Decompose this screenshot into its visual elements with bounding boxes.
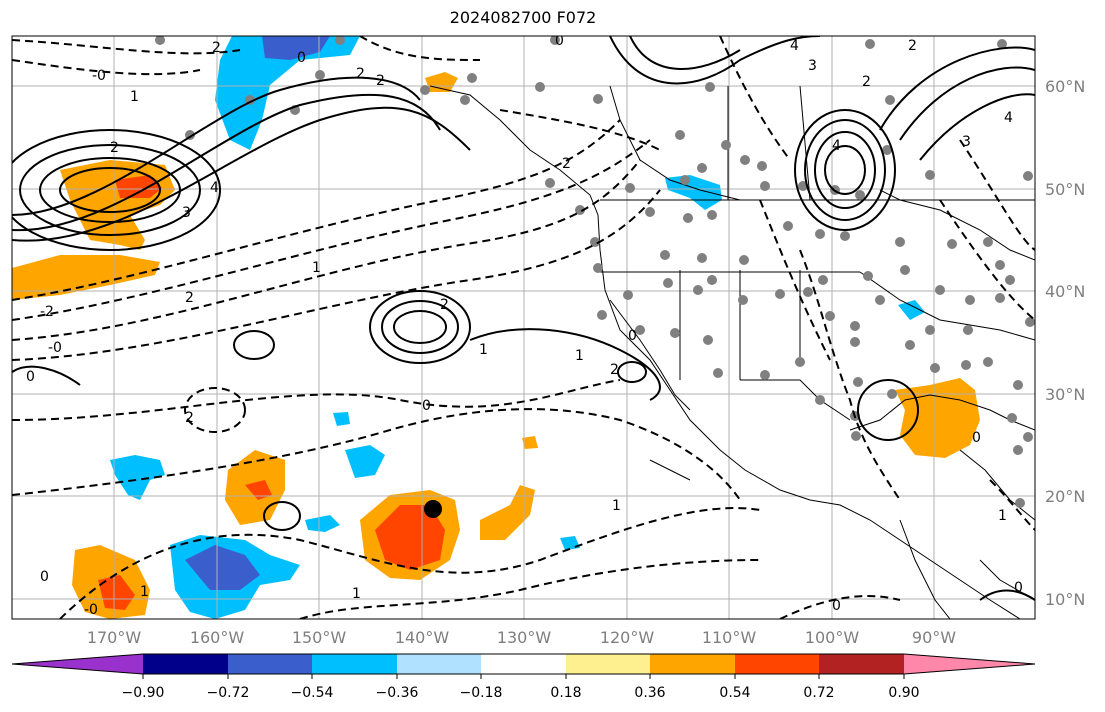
colorbar-segment-6 <box>566 654 650 674</box>
svg-text:1: 1 <box>479 342 488 358</box>
svg-text:2: 2 <box>185 410 194 426</box>
colorbar-tick-label: 0.36 <box>634 685 665 701</box>
svg-text:0: 0 <box>972 430 981 446</box>
svg-text:0: 0 <box>832 598 841 614</box>
colorbar-tick-label: −0.90 <box>122 685 165 701</box>
colorbar-segment-4 <box>397 654 481 674</box>
svg-text:3: 3 <box>808 58 817 74</box>
svg-text:1: 1 <box>140 584 149 600</box>
svg-text:110°W: 110°W <box>702 628 757 647</box>
svg-text:120°W: 120°W <box>600 628 655 647</box>
colorbar-segment-10 <box>904 654 1035 674</box>
map-plot-area: -0 2 0 2 2 1 2 4 3 4 0 2 2 1 -2 -0 0 2 2… <box>12 33 1035 619</box>
svg-text:90°W: 90°W <box>912 628 956 647</box>
colorbar-tick-label: 0.90 <box>888 685 919 701</box>
svg-text:130°W: 130°W <box>497 628 552 647</box>
latitude-labels: 60°N 50°N 40°N 30°N 20°N 10°N <box>1045 77 1085 609</box>
colorbar: −0.90 −0.72 −0.54 −0.36 −0.18 0.18 0.36 … <box>11 653 1036 701</box>
svg-text:1: 1 <box>575 348 584 364</box>
svg-text:4: 4 <box>832 138 841 154</box>
negative-contours <box>12 36 1035 619</box>
svg-text:0: 0 <box>422 398 431 414</box>
colorbar-tick-label: 0.72 <box>803 685 834 701</box>
svg-text:0: 0 <box>40 569 49 585</box>
svg-text:1: 1 <box>998 508 1007 524</box>
colorbar-segment-0 <box>12 654 143 674</box>
svg-text:4: 4 <box>210 180 219 196</box>
svg-text:0: 0 <box>26 369 35 385</box>
svg-text:2: 2 <box>562 156 571 172</box>
svg-text:50°N: 50°N <box>1045 180 1085 199</box>
svg-text:40°N: 40°N <box>1045 282 1085 301</box>
svg-text:-0: -0 <box>48 340 62 356</box>
svg-text:150°W: 150°W <box>292 628 347 647</box>
svg-text:1: 1 <box>612 498 621 514</box>
colorbar-segment-2 <box>228 654 312 674</box>
svg-text:1: 1 <box>352 586 361 602</box>
colorbar-tick-label: −0.18 <box>460 685 503 701</box>
svg-text:10°N: 10°N <box>1045 590 1085 609</box>
positive-contours <box>12 36 1035 601</box>
svg-text:1: 1 <box>130 89 139 105</box>
svg-text:2: 2 <box>212 40 221 56</box>
coastlines <box>429 85 1035 619</box>
map-border <box>11 35 1036 620</box>
colorbar-tick-label: −0.54 <box>291 685 334 701</box>
colorbar-tick-label: 0.54 <box>719 685 750 701</box>
svg-text:100°W: 100°W <box>805 628 860 647</box>
colorbar-segment-8 <box>735 654 819 674</box>
svg-text:2: 2 <box>908 38 917 54</box>
colorbar-tick-label: −0.36 <box>376 685 419 701</box>
svg-text:3: 3 <box>962 134 971 150</box>
svg-text:4: 4 <box>790 38 799 54</box>
svg-text:-0: -0 <box>84 602 98 618</box>
svg-text:1: 1 <box>312 260 321 276</box>
longitude-labels: 170°W 160°W 150°W 140°W 130°W 120°W 110°… <box>87 628 956 647</box>
svg-text:160°W: 160°W <box>190 628 245 647</box>
storm-center-marker <box>424 500 442 518</box>
colorbar-tick-label: 0.18 <box>550 685 581 701</box>
svg-text:-0: -0 <box>92 68 106 84</box>
svg-text:0: 0 <box>628 328 637 344</box>
svg-text:60°N: 60°N <box>1045 77 1085 96</box>
colorbar-segment-9 <box>819 654 904 674</box>
svg-text:2: 2 <box>110 140 119 156</box>
svg-text:2: 2 <box>862 74 871 90</box>
svg-text:0: 0 <box>297 50 306 66</box>
svg-text:20°N: 20°N <box>1045 487 1085 506</box>
colorbar-segment-1 <box>143 654 228 674</box>
svg-text:2: 2 <box>440 297 449 313</box>
contour-labels: -0 2 0 2 2 1 2 4 3 4 0 2 2 1 -2 -0 0 2 2… <box>26 33 1023 618</box>
svg-text:0: 0 <box>555 33 564 49</box>
svg-text:4: 4 <box>1004 110 1013 126</box>
svg-text:-2: -2 <box>40 304 54 320</box>
svg-text:2: 2 <box>610 362 619 378</box>
colorbar-tick-label: −0.72 <box>207 685 250 701</box>
svg-text:140°W: 140°W <box>395 628 450 647</box>
svg-text:3: 3 <box>182 205 191 221</box>
svg-text:2: 2 <box>185 290 194 306</box>
colorbar-segment-5 <box>481 654 566 674</box>
svg-text:30°N: 30°N <box>1045 385 1085 404</box>
svg-text:2: 2 <box>356 66 365 82</box>
svg-text:0: 0 <box>1014 580 1023 596</box>
svg-text:2: 2 <box>376 73 385 89</box>
svg-text:170°W: 170°W <box>87 628 142 647</box>
colorbar-segment-3 <box>312 654 397 674</box>
colorbar-segment-7 <box>650 654 735 674</box>
map-title: 2024082700 F072 <box>449 8 597 27</box>
station-dots <box>155 36 1035 508</box>
